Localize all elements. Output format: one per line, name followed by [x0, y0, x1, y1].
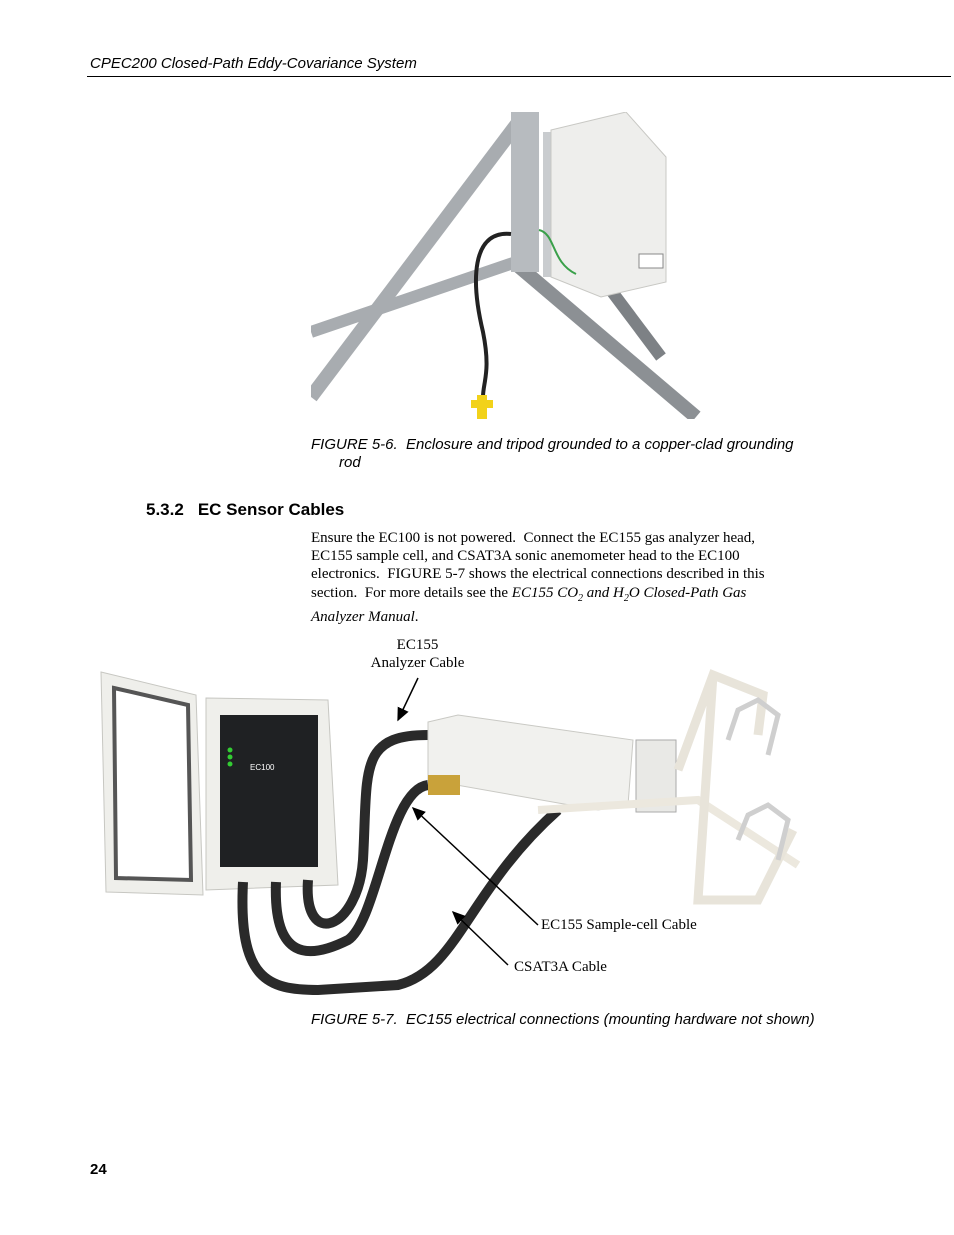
support-arm — [537, 795, 801, 869]
tripod-leg — [311, 256, 518, 338]
body-paragraph: Ensure the EC100 is not powered. Connect… — [311, 529, 791, 626]
text: Ensure the EC100 is not powered. Connect… — [311, 530, 769, 601]
figure-caption: FIGURE 5-6. Enclosure and tripod grounde… — [311, 436, 798, 471]
callout-arrow — [397, 677, 419, 722]
csat3a-cable — [237, 806, 562, 996]
figure-5-7-image: EC100 — [100, 669, 801, 996]
text: EC155 CO — [511, 584, 579, 601]
text: O Closed-Path Gas Analyzer Manual — [311, 584, 750, 625]
enclosure — [550, 112, 667, 298]
section-heading: 5.3.2 EC Sensor Cables — [146, 500, 344, 520]
text: and H — [583, 584, 624, 601]
callout-label: CSAT3A Cable — [514, 959, 607, 975]
fitting — [428, 775, 460, 795]
logo — [638, 253, 664, 269]
sonic-frame — [673, 669, 798, 905]
ec155-analyzer — [427, 714, 634, 811]
tripod-leg — [311, 112, 532, 402]
analyzer-cable — [302, 730, 429, 929]
tripod-leg — [511, 258, 701, 419]
text: Analyzer Cable — [370, 655, 465, 671]
text: . — [414, 608, 419, 625]
ec100-panel — [220, 715, 318, 867]
mast — [511, 112, 539, 272]
callout-arrow — [451, 910, 509, 966]
section-number: 5.3.2 — [146, 500, 184, 519]
header-rule — [87, 76, 951, 77]
subscript: 2 — [578, 592, 584, 604]
text: EC155 — [396, 637, 439, 653]
callout-arrow — [411, 806, 539, 926]
subscript: 2 — [623, 592, 629, 604]
ground-cable — [474, 231, 512, 398]
sample-cell-cable — [270, 780, 430, 957]
running-header: CPEC200 Closed-Path Eddy-Covariance Syst… — [90, 55, 417, 72]
ground-rod-clamp — [471, 400, 493, 408]
ground-wire — [538, 229, 577, 275]
transducers — [725, 697, 791, 861]
door-window — [111, 685, 194, 883]
callout-label: EC155 Analyzer Cable — [355, 636, 480, 672]
figure-caption: FIGURE 5-7. EC155 electrical connections… — [311, 1011, 815, 1028]
page-number: 24 — [90, 1161, 107, 1178]
figure-5-6-image — [311, 112, 701, 419]
manual-title: EC155 CO2 and H2O Closed-Path Gas Analyz… — [311, 585, 750, 625]
callout-label: EC155 Sample-cell Cable — [541, 917, 697, 933]
device-label: EC100 — [250, 763, 275, 772]
section-title: EC Sensor Cables — [197, 500, 345, 519]
